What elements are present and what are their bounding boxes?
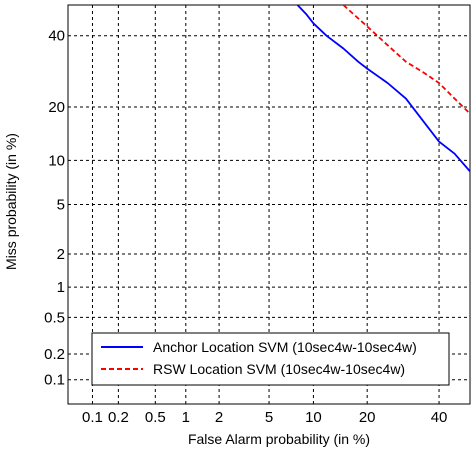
legend-entry-rsw-location-svm: RSW Location SVM (10sec4w-10sec4w): [153, 361, 405, 377]
x-tick-label: 2: [215, 409, 223, 426]
x-tick-label: 40: [431, 409, 448, 426]
y-tick-labels: 0.1 0.2 0.5 1 2 5 10 20 40: [44, 28, 65, 389]
y-tick-label: 1: [57, 279, 65, 296]
y-axis-label: Miss probability (in %): [3, 133, 19, 270]
y-tick-label: 20: [48, 99, 65, 116]
series-line-anchor-location-svm: [296, 5, 470, 172]
x-tick-label: 0.2: [108, 409, 129, 426]
x-tick-label: 1: [182, 409, 190, 426]
x-tick-labels: 0.1 0.2 0.5 1 2 5 10 20 40: [82, 409, 447, 426]
y-tick-label: 2: [57, 246, 65, 263]
x-tick-label: 20: [359, 409, 376, 426]
x-tick-label: 10: [305, 409, 322, 426]
y-tick-label: 0.1: [44, 372, 65, 389]
y-tick-label: 0.5: [44, 309, 65, 326]
y-tick-label: 5: [57, 196, 65, 213]
x-tick-label: 0.5: [145, 409, 166, 426]
series-lines: [296, 5, 470, 172]
plot-frame: [67, 4, 471, 405]
series-line-rsw-location-svm: [342, 5, 470, 115]
y-tick-label: 10: [48, 152, 65, 169]
legend-box: [91, 332, 450, 386]
legend-entry-anchor-location-svm: Anchor Location SVM (10sec4w-10sec4w): [153, 339, 417, 355]
x-tick-label: 0.1: [82, 409, 103, 426]
y-tick-label: 0.2: [44, 346, 65, 363]
x-tick-label: 5: [265, 409, 273, 426]
x-axis-label: False Alarm probability (in %): [188, 431, 370, 447]
legend: Anchor Location SVM (10sec4w-10sec4w) RS…: [91, 332, 450, 386]
y-tick-label: 40: [48, 28, 65, 45]
